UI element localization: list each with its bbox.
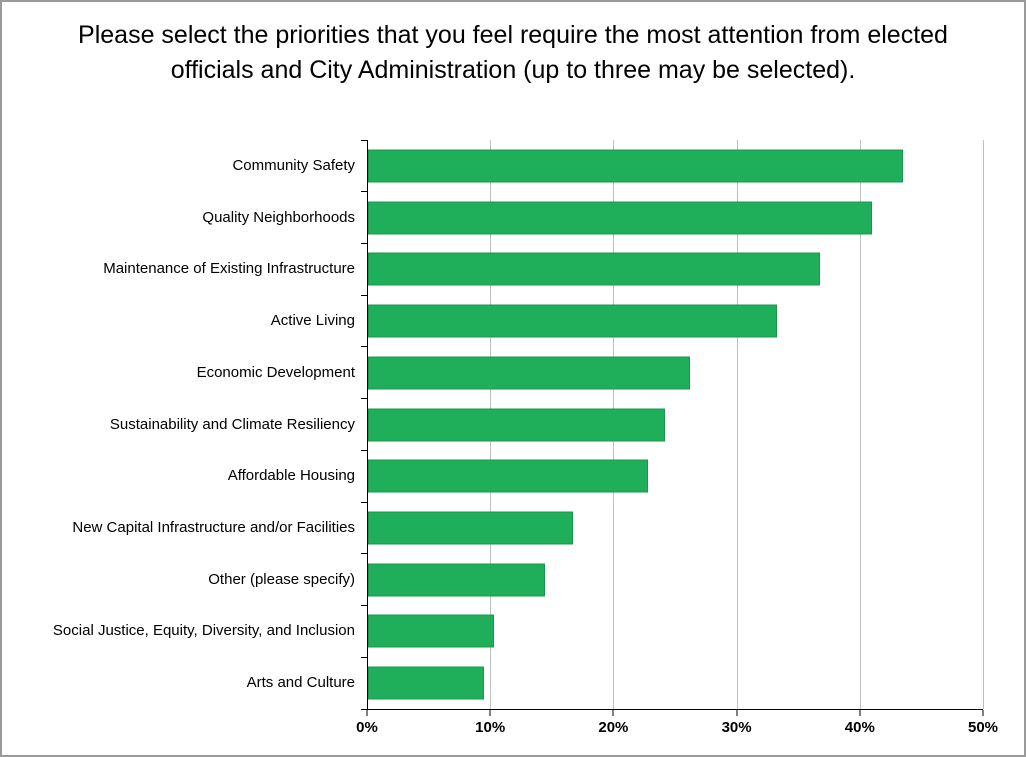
- category-axis-tick: [361, 398, 367, 400]
- x-axis-tick: [612, 710, 614, 716]
- bar: [368, 252, 821, 286]
- x-tick-label: 0%: [356, 719, 378, 736]
- chart-row: Arts and Culture: [2, 657, 983, 710]
- category-axis-tick: [361, 656, 367, 658]
- category-label: Social Justice, Equity, Diversity, and I…: [52, 622, 355, 640]
- x-axis: 0% 10% 20% 30% 40% 50%: [2, 709, 998, 739]
- bar-track: [361, 657, 983, 710]
- chart-row: Social Justice, Equity, Diversity, and I…: [2, 606, 983, 658]
- category-axis-tick: [361, 139, 367, 141]
- x-axis-tick: [489, 710, 491, 716]
- bar-track: [361, 192, 983, 244]
- x-tick-label: 20%: [598, 719, 629, 736]
- category-label: Sustainability and Climate Resiliency: [109, 415, 355, 433]
- bar: [368, 459, 648, 493]
- chart-rows: Community Safety Quality Neighborhoods Mai…: [2, 139, 984, 710]
- bar: [368, 149, 903, 183]
- bar-track: [361, 554, 983, 607]
- bar-track: [361, 606, 983, 658]
- chart-title: Please select the priorities that you fe…: [78, 21, 948, 84]
- chart-row: Sustainability and Climate Resiliency: [2, 399, 983, 451]
- category-axis-tick: [361, 294, 367, 296]
- x-axis-tick: [366, 710, 368, 716]
- bar-track: [361, 502, 983, 555]
- chart-area: Community Safety Quality Neighborhoods Mai…: [2, 139, 998, 739]
- category-label: Other (please specify): [208, 570, 355, 588]
- bar-track: [361, 295, 983, 348]
- bar-track: [361, 139, 983, 193]
- category-label: Affordable Housing: [227, 467, 355, 485]
- x-axis-tick: [736, 710, 738, 716]
- category-axis-tick: [361, 191, 367, 193]
- category-label: Active Living: [270, 312, 355, 330]
- category-label: Quality Neighborhoods: [202, 208, 355, 226]
- category-axis-tick: [361, 605, 367, 607]
- bar: [368, 201, 872, 235]
- chart-row: Community Safety: [2, 139, 983, 193]
- bar: [368, 304, 778, 338]
- bar-track: [361, 399, 983, 451]
- x-axis-tick: [859, 710, 861, 716]
- x-tick-label: 40%: [844, 719, 875, 736]
- bar: [368, 614, 494, 648]
- x-axis-tick: [982, 710, 984, 716]
- x-axis-track: 0% 10% 20% 30% 40% 50%: [356, 709, 998, 739]
- category-axis-tick: [361, 346, 367, 348]
- category-label: Maintenance of Existing Infrastructure: [103, 260, 355, 278]
- x-tick-label: 30%: [721, 719, 752, 736]
- bar: [368, 356, 690, 390]
- category-label: Economic Development: [196, 363, 355, 381]
- bar: [368, 511, 573, 545]
- chart-row: Affordable Housing: [2, 450, 983, 503]
- x-axis-spacer: [2, 709, 367, 739]
- category-label: Arts and Culture: [246, 674, 355, 692]
- chart-row: New Capital Infrastructure and/or Facili…: [2, 502, 983, 555]
- category-axis-tick: [361, 242, 367, 244]
- category-label: Community Safety: [232, 156, 355, 174]
- bar: [368, 666, 484, 700]
- bar: [368, 563, 546, 597]
- bar-track: [361, 243, 983, 296]
- bar-track: [361, 347, 983, 400]
- category-axis-tick: [361, 708, 367, 710]
- x-tick-label: 50%: [967, 719, 999, 736]
- category-axis-tick: [361, 501, 367, 503]
- category-axis-tick: [361, 449, 367, 451]
- bar-track: [361, 450, 983, 503]
- chart-row: Economic Development: [2, 347, 983, 400]
- bar: [368, 408, 665, 442]
- chart-row: Maintenance of Existing Infrastructure: [2, 243, 983, 296]
- chart-row: Other (please specify): [2, 554, 983, 607]
- chart-row: Active Living: [2, 295, 983, 348]
- category-axis-tick: [361, 553, 367, 555]
- x-tick-label: 10%: [475, 719, 506, 736]
- category-label: New Capital Infrastructure and/or Facili…: [72, 519, 355, 536]
- chart-row: Quality Neighborhoods: [2, 192, 983, 244]
- gridline: [983, 140, 984, 709]
